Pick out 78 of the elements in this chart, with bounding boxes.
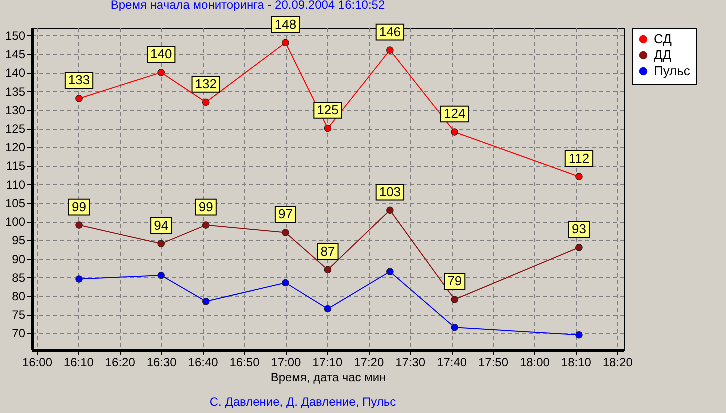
text: С. Давление, Д. Давление, Пульс	[210, 395, 396, 409]
point	[76, 95, 83, 102]
x-tick-label: 16:00	[22, 356, 53, 370]
x-tick-label: 18:10	[561, 356, 592, 370]
point	[451, 296, 459, 304]
point	[386, 206, 394, 214]
x-tick-label: 18:00	[520, 356, 550, 370]
point	[158, 240, 165, 248]
point	[576, 331, 583, 339]
point	[282, 39, 290, 47]
data-label: 112	[568, 150, 590, 166]
data-label: 148	[274, 16, 297, 32]
y-tick-label: 70	[12, 326, 26, 341]
data-label: 94	[154, 218, 169, 233]
y-tick-label: 135	[5, 84, 26, 99]
point	[282, 279, 290, 287]
y-tick-label: 140	[5, 66, 26, 80]
y-tick-label: 105	[5, 196, 26, 210]
point	[158, 272, 165, 280]
point	[76, 276, 83, 283]
data-label: 103	[379, 184, 402, 200]
y-tick-label: 85	[12, 270, 26, 285]
data-label: 87	[320, 244, 336, 259]
data-label: 97	[278, 206, 293, 222]
point	[202, 98, 210, 106]
x-tick-label: 18:20	[602, 356, 634, 370]
point	[386, 46, 394, 54]
data-label: 133	[68, 72, 90, 88]
legend-label: Пульс	[654, 64, 691, 78]
x-tick-label: 17:40	[437, 356, 468, 370]
chart-title: Время начала мониторинга - 20.09.2004 16:10:52	[110, 0, 386, 12]
x-tick-label: 17:20	[354, 356, 384, 370]
data-label: 99	[198, 199, 214, 214]
data-label: 140	[150, 46, 172, 62]
y-tick-label: 150	[5, 28, 26, 43]
data-label: 99	[72, 199, 86, 214]
y-tick-label: 90	[12, 252, 26, 266]
y-tick-label: 95	[12, 234, 26, 248]
x-tick-label: 17:50	[478, 356, 509, 370]
x-tick-label: 16:10	[64, 356, 94, 370]
legend-label: ДД	[654, 48, 672, 62]
point	[576, 244, 583, 252]
y-tick-label: 145	[5, 48, 26, 62]
point	[451, 324, 459, 332]
x-tick-label: 16:30	[146, 356, 178, 370]
x-tick-label: 17:30	[396, 356, 426, 370]
y-tick-label: 100	[5, 215, 26, 230]
point	[386, 268, 394, 276]
data-label: 93	[572, 222, 586, 237]
point	[76, 222, 83, 229]
y-tick-label: 130	[5, 103, 26, 118]
point	[158, 69, 165, 76]
y-tick-label: 125	[5, 122, 26, 136]
y-tick-label: 80	[12, 290, 26, 304]
x-tick-label: 17:10	[312, 356, 344, 370]
x-axis-title: Время, дата час мин	[270, 370, 386, 384]
point	[451, 128, 459, 136]
data-label: 146	[379, 24, 402, 40]
legend-label: СД	[654, 32, 672, 46]
y-tick-label: 110	[6, 178, 26, 192]
x-tick-label: 17:00	[271, 356, 302, 370]
data-label: 79	[448, 274, 462, 289]
data-label: 132	[195, 76, 217, 92]
y-tick-label: 120	[5, 140, 26, 155]
data-label: 125	[317, 102, 339, 118]
y-tick-label: 75	[12, 308, 26, 322]
data-label: 124	[444, 106, 466, 122]
x-tick-label: 16:50	[230, 356, 260, 370]
x-tick-label: 16:20	[105, 356, 136, 370]
point	[324, 124, 332, 132]
point	[324, 266, 332, 274]
point	[324, 305, 332, 313]
point	[202, 222, 210, 229]
y-tick-label: 115	[6, 159, 26, 174]
point	[282, 229, 290, 236]
point	[576, 173, 583, 181]
x-tick-label: 16:40	[188, 356, 219, 370]
point	[202, 298, 210, 306]
